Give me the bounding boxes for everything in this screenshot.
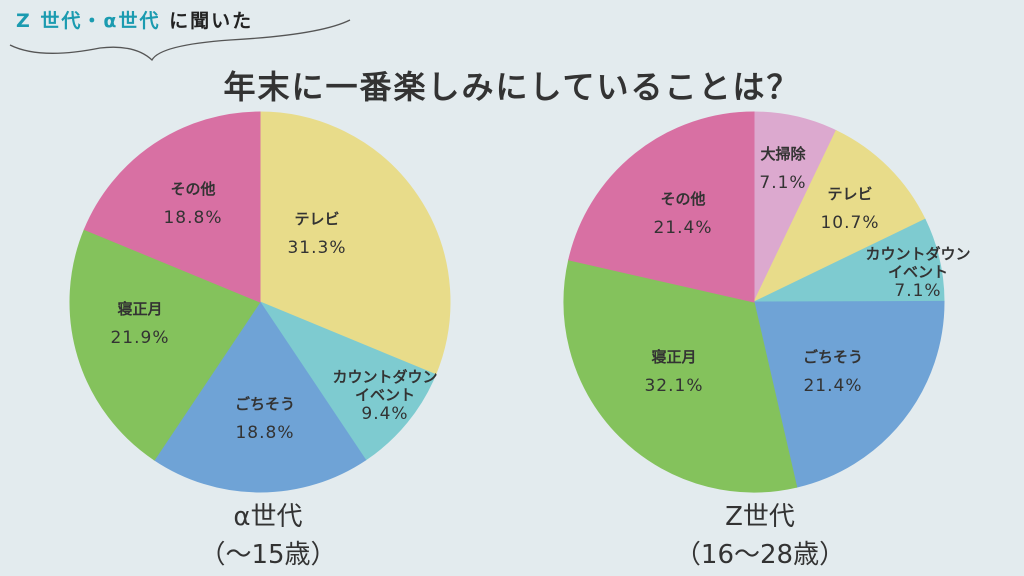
slice-name: 大掃除 [760, 145, 806, 163]
slice-name: ごちそう [234, 395, 296, 413]
chart-title: Z世代 [725, 502, 795, 532]
pie-slice [568, 111, 755, 303]
slice-value: 21.9% [110, 328, 170, 348]
subtitle-rest: に聞いた [169, 10, 254, 32]
slice-value: 21.4% [803, 376, 863, 396]
pie-slice [69, 228, 261, 461]
slice-label: 寝正月 21.9% [110, 300, 169, 348]
slice-label: テレビ 10.7% [820, 185, 879, 233]
slice-name: その他 [170, 180, 216, 198]
slice-label: その他 21.4% [653, 190, 712, 238]
slice-label: 寝正月 32.1% [644, 348, 703, 396]
slice-label: 大掃除 7.1% [759, 145, 806, 193]
slice-name: カウントダウン イベント [332, 368, 438, 404]
pie-slice [258, 300, 437, 461]
slice-label: テレビ 31.3% [287, 210, 346, 258]
slice-name: ごちそう [802, 348, 864, 366]
chart-subtitle: （16～28歳） [674, 540, 846, 570]
slice-label: カウントダウン イベント 7.1% [865, 245, 970, 301]
chart-title: α世代 [233, 502, 303, 532]
slice-value: 7.1% [759, 173, 807, 193]
slice-name: テレビ [827, 185, 873, 203]
slice-value: 31.3% [287, 238, 347, 258]
subtitle-highlight: Z 世代・α世代 [16, 10, 161, 32]
slice-name: 寝正月 [117, 300, 163, 318]
slice-name: カウントダウン イベント [865, 245, 971, 281]
slice-value: 21.4% [653, 218, 713, 238]
slice-value: 10.7% [820, 213, 880, 233]
chart-subtitle: （～15歳） [199, 540, 337, 570]
pie-slice [259, 111, 451, 376]
pie-slice [563, 259, 798, 493]
slice-label: ごちそう 18.8% [235, 395, 295, 443]
slice-label: カウントダウン イベント 9.4% [332, 368, 437, 424]
slice-name: その他 [660, 190, 706, 208]
pie-slice [753, 300, 945, 488]
slice-value: 32.1% [644, 376, 704, 396]
slice-value: 18.8% [163, 208, 223, 228]
pie-slice [153, 301, 367, 493]
chart-caption: Z世代 （16～28歳） [675, 498, 845, 574]
subtitle: Z 世代・α世代 に聞いた [16, 6, 253, 33]
chart-caption: α世代 （～15歳） [199, 498, 336, 574]
slice-label: ごちそう 21.4% [803, 348, 863, 396]
slice-value: 9.4% [361, 404, 409, 424]
slice-name: 寝正月 [651, 348, 697, 366]
slice-value: 18.8% [235, 423, 295, 443]
slice-name: テレビ [294, 210, 340, 228]
slice-label: その他 18.8% [163, 180, 222, 228]
pie-slice [752, 130, 926, 304]
slice-value: 7.1% [894, 281, 942, 301]
pie-slice [83, 111, 261, 303]
page-title: 年末に一番楽しみにしていることは？ [223, 68, 801, 106]
